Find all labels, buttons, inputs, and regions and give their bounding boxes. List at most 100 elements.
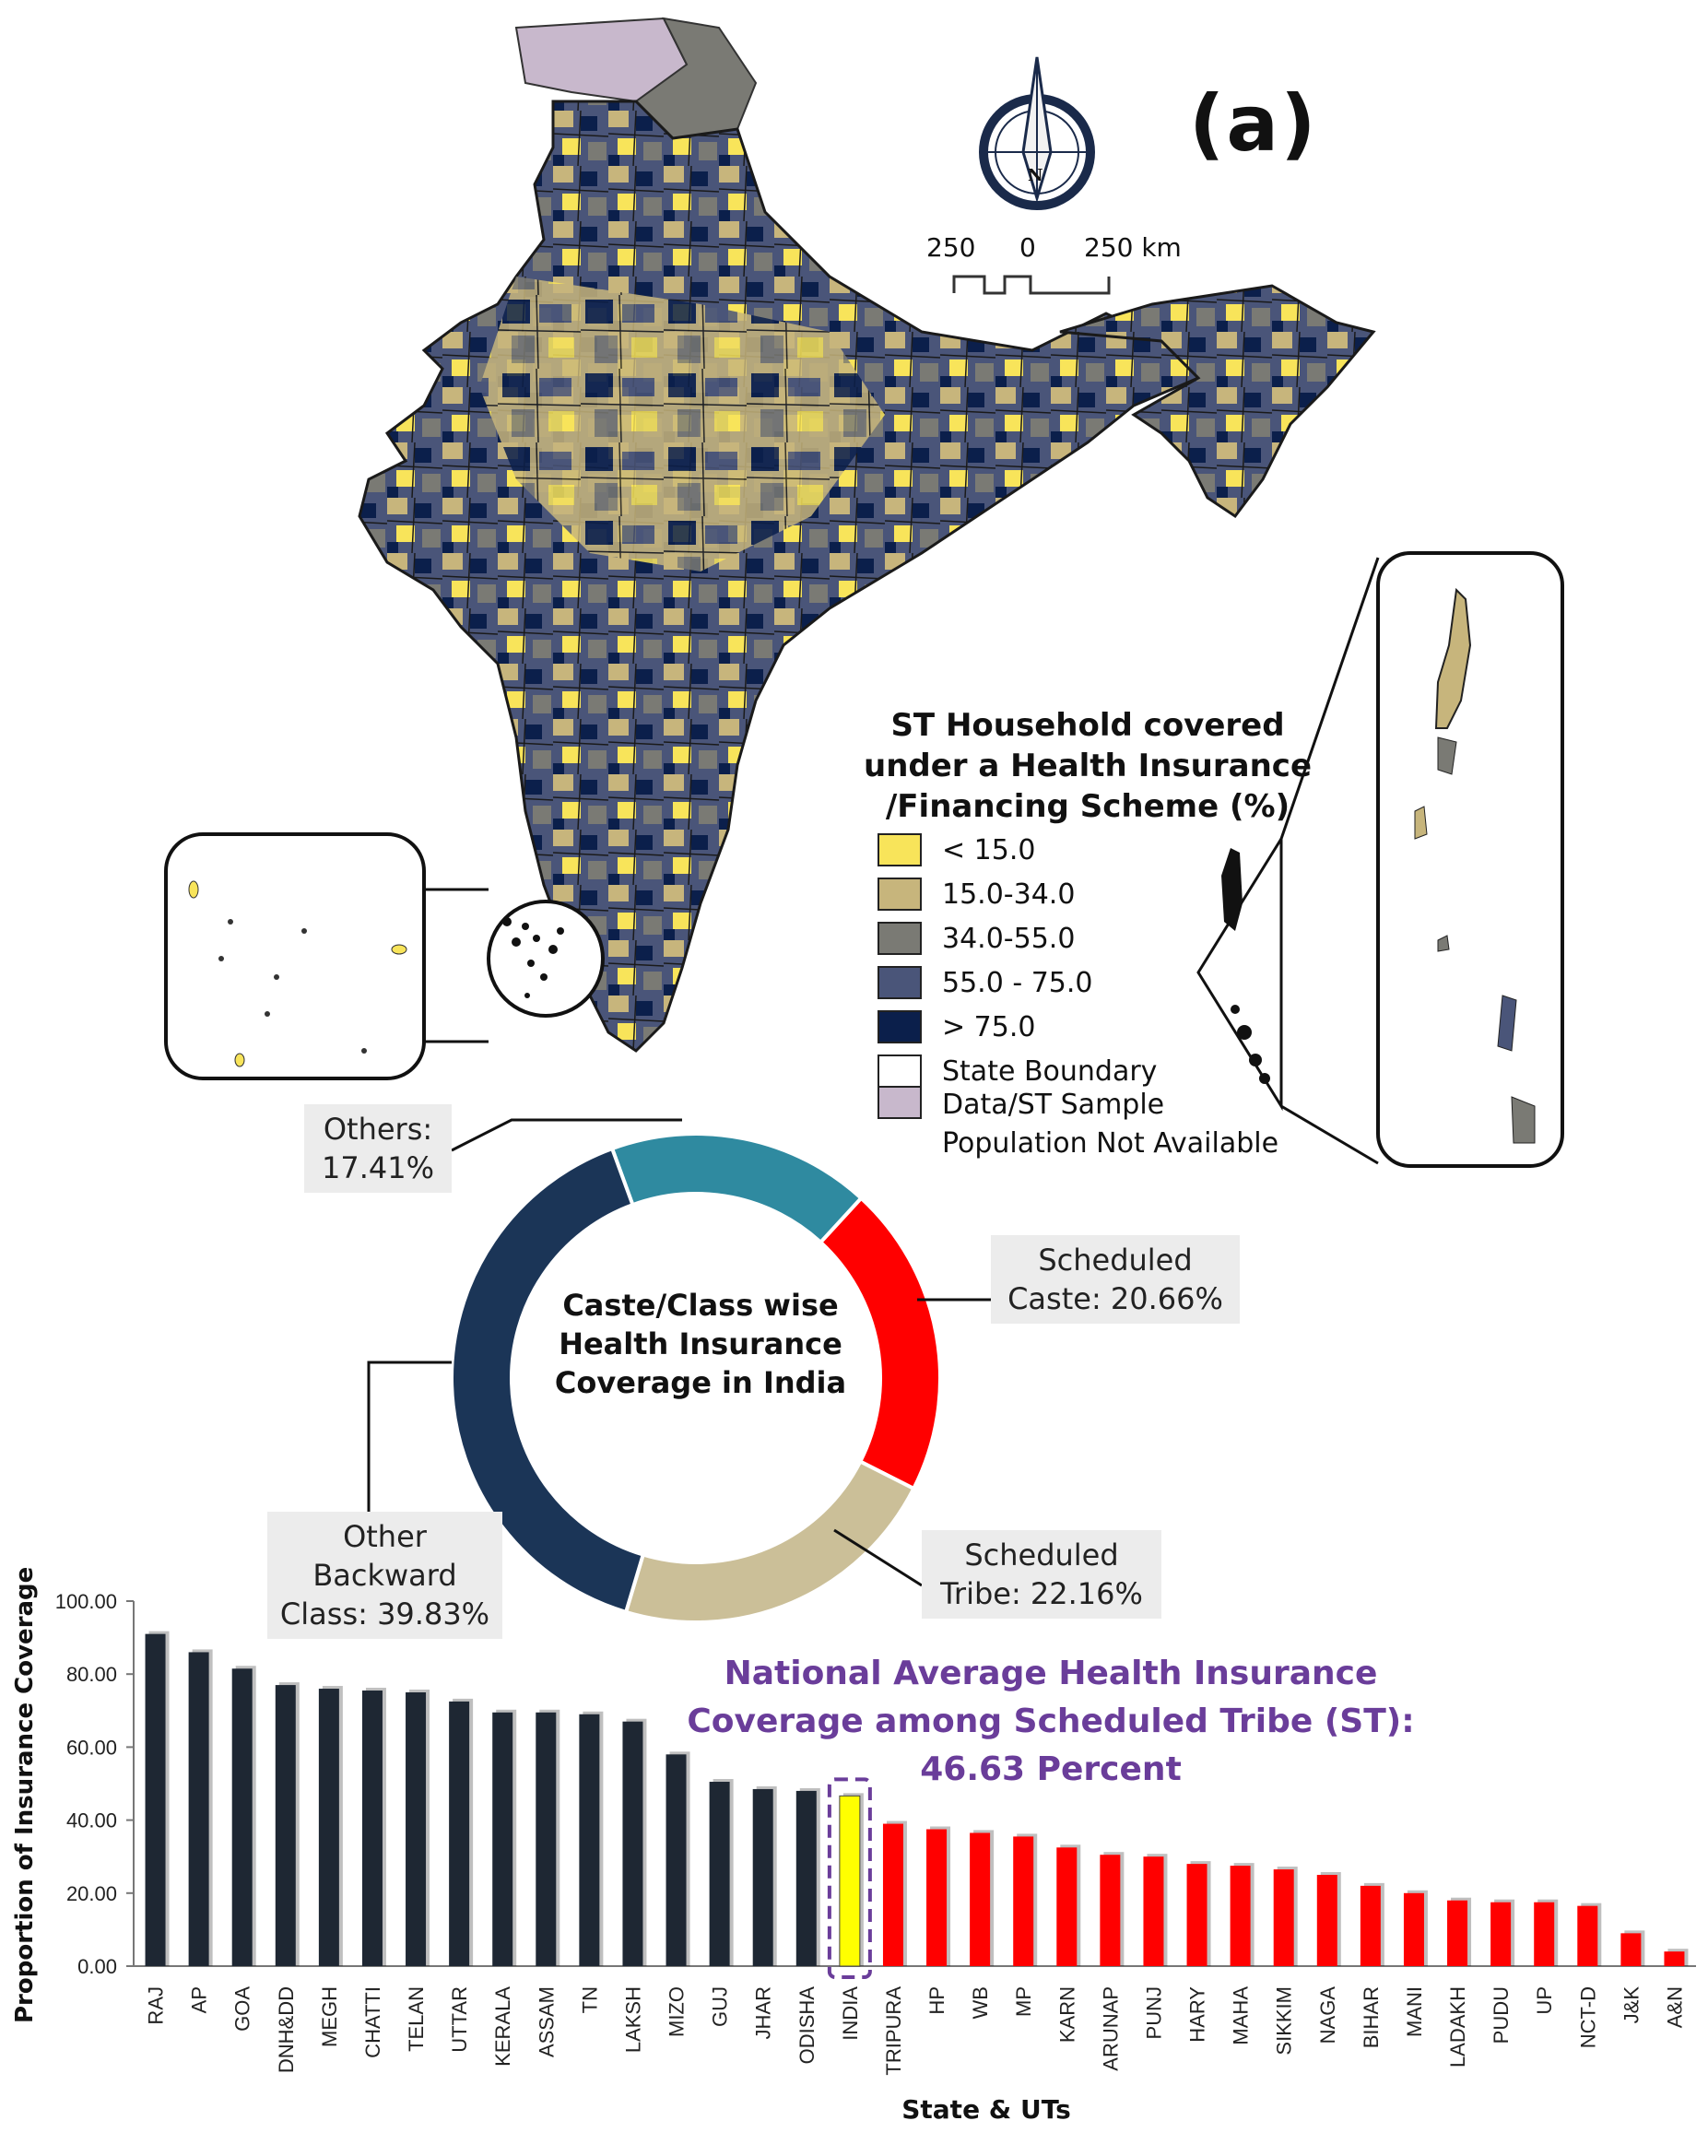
legend-item: 34.0-55.0 bbox=[878, 920, 1075, 957]
legend-title-line: ST Household covered bbox=[890, 707, 1285, 744]
bar bbox=[188, 1652, 209, 1966]
callout-line: Class: 39.83% bbox=[279, 1596, 490, 1632]
y-tick-label: 80.00 bbox=[66, 1663, 117, 1686]
bar bbox=[839, 1795, 861, 1967]
callout-obc: Other Backward Class: 39.83% bbox=[267, 1512, 502, 1639]
x-tick-label: RAJ bbox=[145, 1986, 168, 2025]
x-tick-label: MANI bbox=[1403, 1986, 1426, 2037]
bar bbox=[1273, 1869, 1294, 1966]
legend-item: State Boundary bbox=[878, 1053, 1157, 1090]
andaman-inset bbox=[1376, 551, 1564, 1168]
legend-label: < 15.0 bbox=[942, 833, 1036, 866]
x-tick-label: NAGA bbox=[1316, 1986, 1339, 2044]
scale-label-center: 0 bbox=[1019, 232, 1036, 263]
x-tick-label: INDIA bbox=[839, 1986, 862, 2041]
legend-item: 15.0-34.0 bbox=[878, 876, 1075, 913]
x-tick-label: GUJ bbox=[709, 1986, 732, 2027]
bar bbox=[1316, 1875, 1337, 1966]
bar bbox=[1056, 1847, 1078, 1966]
bar bbox=[926, 1829, 948, 1966]
map-legend-title: ST Household covered under a Health Insu… bbox=[857, 705, 1318, 827]
panel-label: (a) bbox=[1189, 78, 1318, 169]
legend-na-line: Data/ST Sample bbox=[942, 1089, 1165, 1121]
india-district-map bbox=[164, 17, 1564, 1168]
legend-item-na: Data/ST Sample Population Not Available bbox=[878, 1086, 1278, 1163]
lakshadweep-inset bbox=[164, 832, 426, 1080]
y-tick-label: 40.00 bbox=[66, 1809, 117, 1832]
legend-swatch bbox=[878, 1010, 922, 1043]
bar bbox=[1013, 1836, 1034, 1966]
x-tick-label: LADAKH bbox=[1446, 1986, 1469, 2068]
callout-line: Scheduled bbox=[1038, 1243, 1193, 1278]
bar bbox=[536, 1712, 557, 1966]
x-tick-label: TN bbox=[578, 1986, 601, 2013]
bar bbox=[1100, 1855, 1121, 1966]
legend-title-line: /Financing Scheme (%) bbox=[885, 788, 1290, 825]
bar bbox=[1143, 1856, 1164, 1966]
compass-letter: N bbox=[1028, 166, 1043, 185]
x-tick-label: PUNJ bbox=[1142, 1986, 1165, 2039]
y-tick-label: 60.00 bbox=[66, 1736, 117, 1759]
x-tick-label: A&N bbox=[1663, 1986, 1686, 2028]
bar bbox=[666, 1754, 687, 1966]
bar bbox=[318, 1689, 339, 1966]
bar bbox=[579, 1714, 600, 1966]
legend-swatch bbox=[878, 966, 922, 999]
scale-label-right: 250 km bbox=[1084, 232, 1182, 263]
x-tick-label: WB bbox=[969, 1986, 992, 2019]
x-tick-label: HP bbox=[925, 1986, 948, 2015]
bar bbox=[449, 1701, 470, 1966]
map-northeast bbox=[1059, 284, 1376, 519]
x-tick-label: HARY bbox=[1186, 1986, 1209, 2043]
bar bbox=[1620, 1933, 1642, 1966]
x-tick-label: BIHAR bbox=[1360, 1986, 1383, 2048]
legend-label: State Boundary bbox=[942, 1054, 1158, 1088]
x-tick-label: UTTAR bbox=[448, 1986, 471, 2053]
compass-icon bbox=[979, 56, 1095, 210]
callout-line: 17.41% bbox=[321, 1150, 434, 1185]
scale-bar bbox=[952, 275, 1111, 295]
legend-item: 55.0 - 75.0 bbox=[878, 964, 1093, 1001]
callout-line: Backward bbox=[312, 1558, 457, 1593]
annotation-line: Coverage among Scheduled Tribe (ST): bbox=[687, 1702, 1415, 1740]
legend-swatch bbox=[878, 1086, 922, 1119]
x-tick-label: KARN bbox=[1055, 1986, 1078, 2043]
callout-scheduled-caste: Scheduled Caste: 20.66% bbox=[991, 1235, 1240, 1324]
x-tick-label: CHATTI bbox=[361, 1986, 384, 2058]
bar bbox=[231, 1668, 253, 1966]
x-tick-label: ASSAM bbox=[535, 1986, 558, 2057]
x-tick-label: MEGH bbox=[318, 1986, 341, 2047]
callout-line: Tribe: 22.16% bbox=[940, 1576, 1143, 1611]
callout-line: Caste: 20.66% bbox=[1007, 1281, 1223, 1316]
bar bbox=[1186, 1864, 1207, 1966]
callout-line: Other bbox=[343, 1519, 427, 1554]
x-tick-label: MAHA bbox=[1230, 1986, 1253, 2045]
bar bbox=[622, 1721, 643, 1966]
y-tick-label: 20.00 bbox=[66, 1882, 117, 1905]
x-tick-label: KERALA bbox=[491, 1986, 514, 2067]
x-tick-label: DNH&DD bbox=[275, 1986, 298, 2073]
x-tick-label: SIKKIM bbox=[1273, 1986, 1296, 2056]
annotation-line: 46.63 Percent bbox=[920, 1750, 1182, 1788]
bar bbox=[1534, 1902, 1555, 1966]
callout-scheduled-tribe: Scheduled Tribe: 22.16% bbox=[922, 1530, 1161, 1619]
bar bbox=[406, 1692, 427, 1966]
bar bbox=[1403, 1892, 1424, 1966]
legend-swatch bbox=[878, 922, 922, 955]
legend-title-line: under a Health Insurance bbox=[863, 748, 1313, 784]
y-axis-title: Proportion of Insurance Coverage bbox=[11, 1566, 39, 2023]
bar bbox=[361, 1691, 383, 1966]
map-central-band bbox=[479, 277, 885, 571]
bar bbox=[492, 1712, 513, 1966]
bar bbox=[275, 1685, 296, 1966]
x-tick-label: J&K bbox=[1620, 1986, 1643, 2024]
bar bbox=[752, 1788, 773, 1966]
annotation-line: National Average Health Insurance bbox=[724, 1655, 1378, 1692]
bar bbox=[1577, 1905, 1598, 1966]
callout-line: Others: bbox=[323, 1112, 433, 1147]
y-tick-label: 0.00 bbox=[77, 1955, 117, 1978]
x-tick-label: AP bbox=[188, 1986, 211, 2013]
lakshadweep-zoom-circle bbox=[487, 900, 605, 1018]
y-tick-label: 100.00 bbox=[55, 1590, 117, 1613]
bar bbox=[882, 1823, 903, 1966]
